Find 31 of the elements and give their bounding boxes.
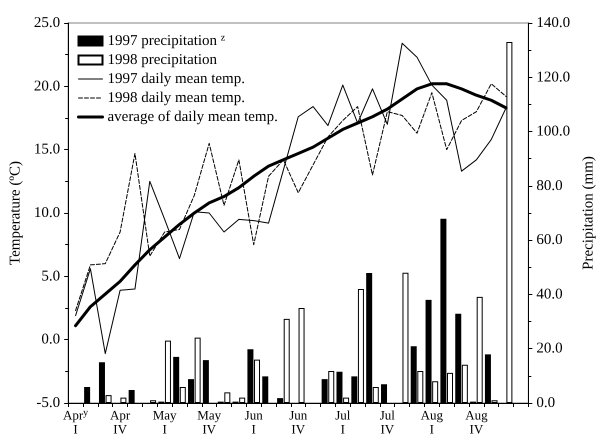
legend-label: 1998 daily mean temp. <box>108 90 245 106</box>
y2-tick-label: 140.0 <box>536 15 570 31</box>
y2-tick-label: 100.0 <box>536 124 570 140</box>
x-tick-label: Apr IV <box>110 408 131 436</box>
legend-label: 1997 precipitation z <box>108 32 226 49</box>
y-tick-label: 10.0 <box>34 205 60 221</box>
y2-tick-label: 0.0 <box>536 395 556 411</box>
legend-label: 1998 precipitation <box>108 52 218 68</box>
y2-tick-label: 20.0 <box>536 340 563 357</box>
y-tick-label: 0.0 <box>41 332 60 348</box>
x-tick-label: Jul IV <box>380 408 396 436</box>
y-tick-label: 20.0 <box>34 78 60 94</box>
x-tick-label: Aug I <box>420 408 444 436</box>
y-axis-title: Temperature (ºC) <box>8 161 24 265</box>
y-tick-label: -5.0 <box>36 395 60 411</box>
x-tick-label: Jun IV <box>289 408 308 436</box>
y-tick-label: 5.0 <box>41 268 60 284</box>
legend-label: 1997 daily mean temp. <box>108 71 245 87</box>
y2-tick-label: 40.0 <box>536 286 563 302</box>
y2-tick-label: 80.0 <box>536 178 563 194</box>
x-tick-label: Aug IV <box>465 408 488 436</box>
x-tick-label: May I <box>152 408 178 436</box>
y2-tick-label: 60.0 <box>536 232 563 248</box>
x-tick-label: May IV <box>197 408 222 436</box>
y-tick-label: 25.0 <box>34 15 60 31</box>
legend-label: average of daily mean temp. <box>108 109 278 125</box>
y2-axis-title: Precipitation (mm) <box>580 156 596 270</box>
x-tick-label: Jul I <box>335 408 351 436</box>
x-tick-label: Jun I <box>244 408 264 436</box>
y2-tick-label: 120.0 <box>536 69 570 86</box>
y-tick-label: 15.0 <box>34 142 60 158</box>
